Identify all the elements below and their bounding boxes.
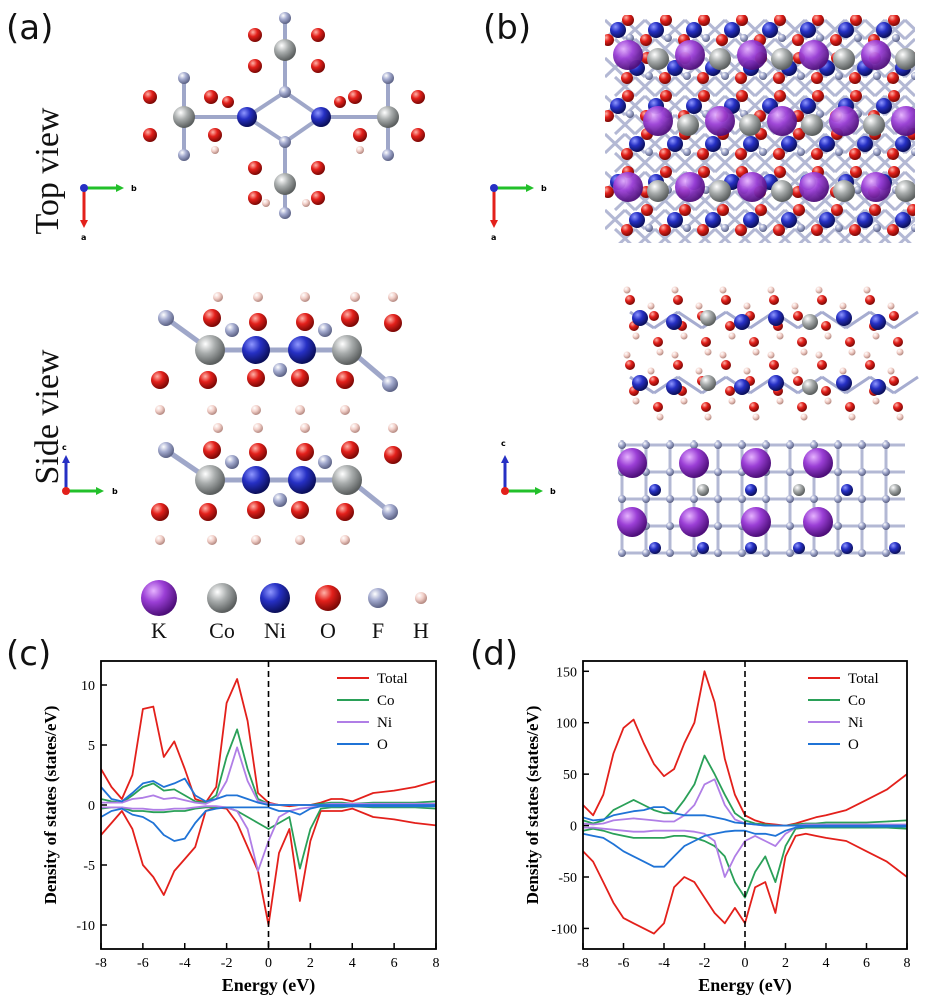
legend-label-h: H: [413, 618, 429, 640]
structure-a-side: [151, 292, 402, 545]
axis-label-b: b: [131, 184, 137, 193]
series-ni-down: [101, 805, 436, 872]
x-tick-label: 8: [904, 956, 911, 971]
series-total-down: [582, 832, 908, 935]
legend-atom-co: [207, 583, 237, 613]
x-tick-label: 6: [863, 956, 870, 971]
x-tick-label: -4: [658, 956, 670, 971]
y-tick-label: -5: [83, 859, 95, 874]
legend-label-o: O: [320, 618, 336, 640]
legend-atom-o: [315, 585, 341, 611]
y-axis-title: Density of states (states/eV): [41, 706, 60, 905]
series-o-down: [100, 805, 436, 842]
crystal-structures: b a b c b a b c K Co Ni O F H: [62, 12, 919, 640]
series-total-up: [582, 670, 908, 827]
series-o-up: [582, 806, 907, 827]
structure-b-side-substrate: [617, 440, 905, 557]
x-tick-label: -2: [221, 956, 233, 971]
structure-b-top: [605, 15, 915, 243]
x-tick-label: 4: [349, 956, 356, 971]
legend-label-co: Co: [377, 693, 395, 709]
axis-triad-a-side: b c: [62, 443, 118, 496]
x-tick-label: -4: [179, 956, 191, 971]
axis-label-a: a: [81, 233, 86, 242]
x-tick-label: 2: [307, 956, 314, 971]
series-total-up: [100, 678, 437, 808]
series-o-down: [582, 825, 907, 868]
x-tick-label: 2: [782, 956, 789, 971]
atom-legend: K Co Ni O F H: [141, 580, 429, 640]
legend-label-k: K: [151, 618, 167, 640]
x-tick-label: 0: [742, 956, 749, 971]
x-axis-title: Energy (eV): [698, 975, 791, 996]
legend-label-total: Total: [377, 671, 408, 687]
series-o-up: [100, 777, 436, 806]
legend-label-f: F: [372, 618, 384, 640]
panel-label-c: (c): [6, 634, 52, 674]
y-tick-label: 0: [570, 820, 577, 835]
y-tick-label: 5: [88, 739, 95, 754]
y-tick-label: -10: [76, 919, 95, 934]
y-tick-label: -100: [551, 922, 577, 937]
legend-atom-f: [368, 588, 388, 608]
y-tick-label: 100: [556, 717, 577, 732]
legend-atom-k: [141, 580, 177, 616]
structure-a-top: [143, 12, 425, 219]
structure-b-side-layers: [623, 286, 919, 421]
axis-label-c: c: [501, 439, 506, 448]
axis-label-b: b: [112, 487, 118, 496]
axis-label-a: a: [491, 233, 496, 242]
legend-atom-h: [415, 592, 427, 604]
legend-label-total: Total: [848, 671, 879, 687]
x-tick-label: -6: [618, 956, 630, 971]
axis-label-b: b: [541, 184, 547, 193]
y-tick-label: 150: [556, 665, 577, 680]
x-tick-label: -2: [699, 956, 711, 971]
plot-frame: [582, 660, 908, 950]
axis-triad-b-top: b a: [490, 184, 547, 242]
legend-label-co: Co: [848, 693, 866, 709]
series-co-down: [100, 805, 437, 870]
plot-frame: [100, 660, 437, 950]
legend-label-ni: Ni: [848, 715, 863, 731]
x-tick-label: 4: [823, 956, 830, 971]
y-axis-title: Density of states (states/eV): [523, 706, 542, 905]
legend-atom-ni: [260, 583, 290, 613]
series-ni-down: [583, 825, 907, 878]
series-total-down: [100, 806, 437, 926]
series-ni-up: [582, 778, 907, 827]
legend-label-o: O: [848, 737, 859, 753]
x-tick-label: 8: [433, 956, 440, 971]
axis-label-b: b: [550, 487, 556, 496]
y-tick-label: 50: [563, 768, 577, 783]
x-tick-label: -6: [137, 956, 149, 971]
panel-label-b: (b): [483, 8, 532, 48]
y-tick-label: 0: [88, 799, 95, 814]
legend-label-ni: Ni: [264, 618, 286, 640]
legend-label-ni: Ni: [377, 715, 392, 731]
x-tick-label: 6: [391, 956, 398, 971]
y-tick-label: 10: [81, 679, 95, 694]
x-axis-title: Energy (eV): [222, 975, 315, 996]
y-tick-label: -50: [558, 871, 577, 886]
series-ni-up: [101, 746, 436, 806]
axis-label-c: c: [62, 443, 67, 452]
x-tick-label: 0: [265, 956, 272, 971]
panel-label-a: (a): [6, 8, 54, 48]
series-co-down: [582, 826, 908, 899]
x-tick-label: -8: [95, 956, 107, 971]
panel-label-d: (d): [470, 634, 519, 674]
axis-triad-a-top: b a: [80, 184, 137, 242]
axis-triad-b-side: b c: [501, 439, 556, 496]
legend-label-o: O: [377, 737, 388, 753]
series-co-up: [582, 754, 908, 827]
series-co-up: [100, 728, 437, 806]
legend-label-co: Co: [209, 618, 235, 640]
x-tick-label: -8: [577, 956, 589, 971]
